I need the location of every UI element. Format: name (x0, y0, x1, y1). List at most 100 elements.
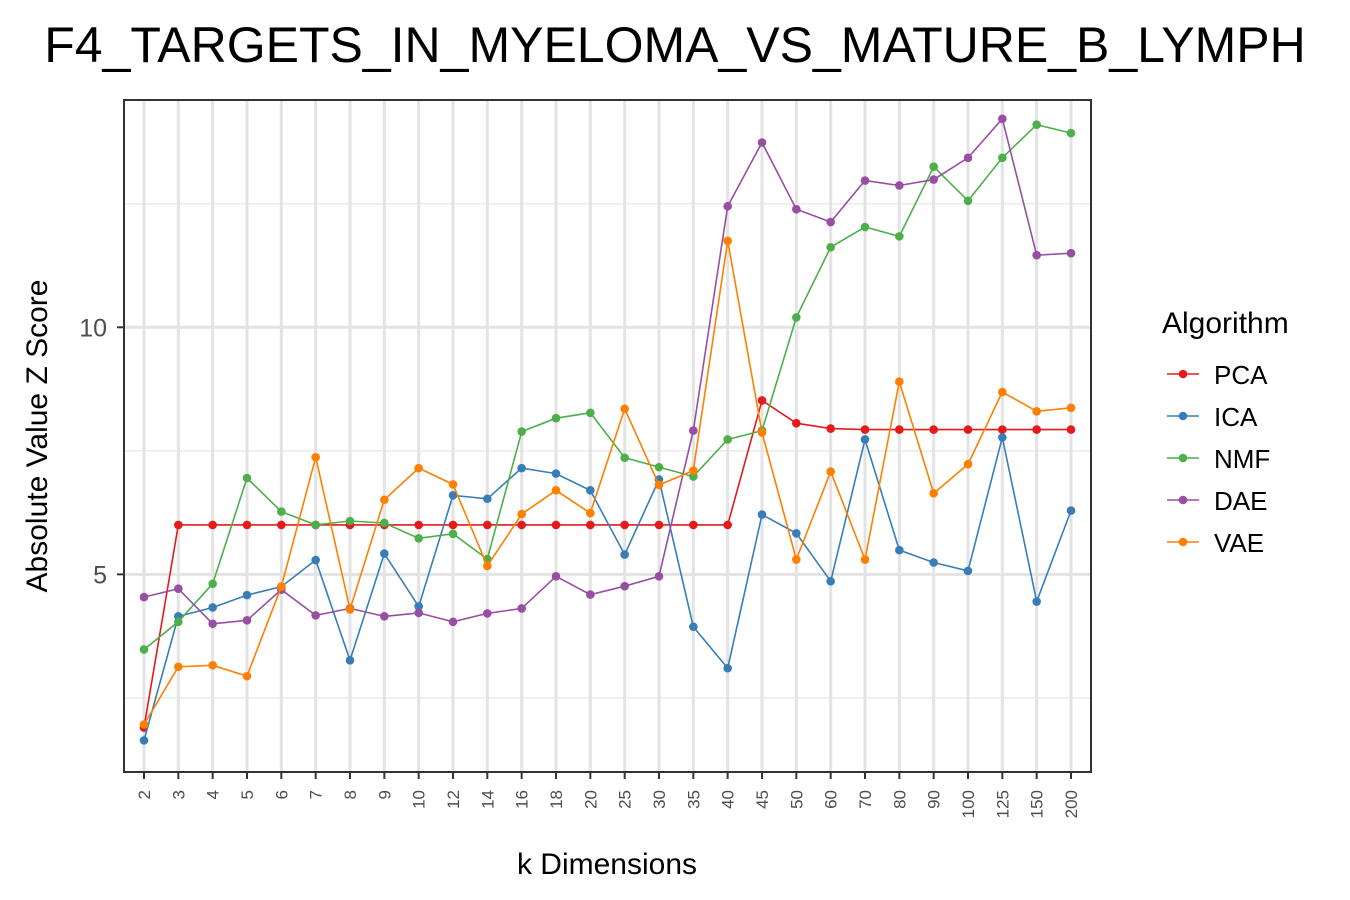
legend-marker (1178, 495, 1188, 505)
data-point (1066, 128, 1076, 138)
x-tick-label: 18 (547, 790, 566, 809)
chart-title: F4_TARGETS_IN_MYELOMA_VS_MATURE_B_LYMPH (44, 17, 1305, 73)
data-point (448, 520, 458, 530)
data-point (414, 533, 423, 543)
x-tick-label: 9 (375, 790, 394, 799)
series-nmf (139, 120, 1076, 654)
data-point (654, 480, 664, 490)
data-point (895, 545, 904, 555)
data-point (483, 494, 492, 504)
x-tick-label: 200 (1062, 790, 1081, 818)
data-point (826, 467, 835, 476)
data-point (414, 463, 423, 473)
data-point (208, 660, 217, 670)
data-point (826, 217, 835, 227)
data-point (895, 181, 904, 190)
data-point (551, 413, 561, 423)
data-point (517, 463, 526, 473)
x-tick-label: 25 (616, 790, 635, 809)
x-tick-label: 40 (719, 790, 738, 809)
data-point (586, 520, 595, 530)
data-point (174, 584, 183, 593)
data-point (895, 425, 904, 434)
series-line (143, 436, 1072, 741)
data-point (723, 520, 732, 530)
x-tick-label: 5 (238, 790, 257, 799)
data-point (380, 549, 389, 558)
data-point (311, 611, 320, 620)
x-tick-label: 4 (204, 790, 223, 799)
data-point (448, 529, 458, 539)
series-line (143, 117, 1072, 625)
data-point (963, 153, 973, 163)
data-point (792, 313, 801, 322)
y-tick-label: 10 (79, 314, 107, 342)
data-point (277, 507, 286, 516)
data-point (723, 663, 732, 673)
data-point (929, 558, 938, 567)
data-point (860, 435, 870, 444)
data-point (139, 720, 149, 729)
data-point (174, 617, 183, 627)
legend-label: ICA (1214, 402, 1258, 432)
series-line (143, 123, 1072, 651)
data-point (689, 426, 698, 435)
data-point (860, 555, 870, 564)
data-point (174, 662, 183, 672)
plot-border (123, 99, 1092, 773)
x-axis-title: k Dimensions (517, 848, 697, 881)
data-point (998, 425, 1007, 434)
data-point (414, 602, 423, 611)
data-point (551, 572, 561, 581)
data-point (242, 520, 252, 530)
data-point (1032, 425, 1041, 434)
legend-item-dae: DAE (1167, 486, 1267, 516)
x-tick-label: 150 (1028, 790, 1047, 818)
legend-label: VAE (1214, 528, 1264, 558)
data-point (998, 114, 1007, 124)
x-tick-label: 70 (856, 790, 875, 809)
x-tick-label: 14 (478, 790, 497, 809)
data-point (345, 605, 355, 614)
data-point (723, 435, 732, 444)
data-point (311, 520, 320, 530)
legend-item-nmf: NMF (1167, 444, 1270, 474)
x-tick-label: 12 (444, 790, 463, 809)
data-point (174, 520, 183, 530)
legend-item-vae: VAE (1167, 528, 1264, 558)
data-point (654, 462, 664, 472)
data-point (1032, 120, 1041, 130)
legend-marker (1178, 411, 1188, 421)
data-point (380, 518, 389, 528)
data-point (277, 582, 286, 592)
data-point (208, 619, 217, 629)
data-point (208, 520, 217, 530)
series-line (143, 240, 1072, 726)
data-point (860, 176, 870, 185)
data-point (826, 576, 835, 586)
data-point (139, 645, 149, 654)
x-tick-label: 2 (135, 790, 154, 799)
x-tick-label: 3 (169, 790, 188, 799)
data-point (517, 604, 526, 613)
data-point (998, 387, 1007, 397)
x-tick-label: 8 (341, 790, 360, 799)
data-point (414, 520, 423, 530)
data-point (963, 566, 973, 576)
data-point (586, 486, 595, 495)
data-point (345, 516, 355, 526)
x-tick-label: 90 (925, 790, 944, 809)
series-vae (139, 236, 1076, 729)
data-point (620, 404, 629, 414)
data-point (483, 520, 492, 530)
data-point (483, 561, 492, 571)
data-point (311, 555, 320, 565)
data-point (448, 490, 458, 500)
series-lines (139, 114, 1076, 745)
data-point (860, 425, 870, 434)
x-tick-label: 7 (307, 790, 326, 799)
data-point (792, 204, 801, 214)
data-point (792, 418, 801, 428)
data-point (208, 579, 217, 589)
data-point (826, 242, 835, 252)
